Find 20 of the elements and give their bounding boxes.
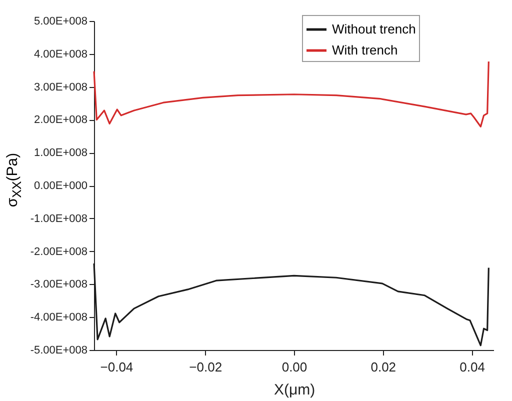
legend-label: Without trench	[332, 22, 416, 36]
x-tick-label: 0.00	[282, 360, 308, 374]
y-tick-label: -3.00E+008	[30, 278, 88, 291]
x-tick-label: 0.04	[460, 360, 485, 374]
legend-label: With trench	[332, 42, 398, 58]
y-tick-label: 2.00E+008	[34, 114, 88, 126]
y-tick-label: 1.00E+008	[34, 147, 88, 160]
x-tick-label: −0.02	[189, 360, 222, 374]
y-tick-label: -4.00E+008	[30, 312, 88, 324]
x-tick-label: −0.04	[100, 360, 134, 374]
x-tick-label: 0.02	[370, 360, 396, 374]
y-tick-label: -2.00E+008	[30, 246, 88, 258]
y-tick-label: 5.00E+008	[34, 16, 88, 28]
y-tick-label: -5.00E+008	[30, 344, 88, 356]
y-tick-label: -1.00E+008	[30, 212, 88, 225]
line-series	[93, 60, 490, 128]
y-tick-label: 3.00E+008	[34, 81, 88, 94]
x-axis-title: X(μm)	[274, 382, 316, 398]
y-tick-label: 0.00E+000	[34, 180, 88, 192]
y-tick-label: 4.00E+008	[34, 48, 88, 60]
